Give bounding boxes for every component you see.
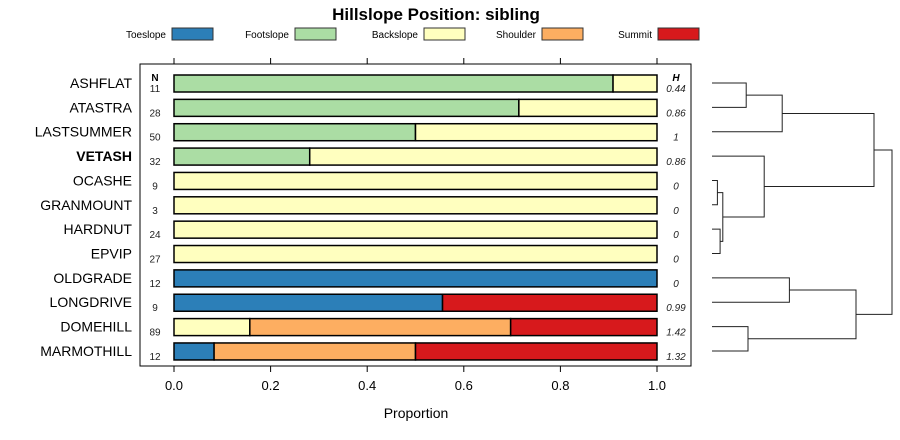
h-value: 0 (673, 255, 679, 266)
h-header: H (672, 73, 680, 84)
legend-label-shoulder: Shoulder (496, 30, 537, 41)
row-label: ATASTRA (70, 99, 133, 115)
n-value: 27 (149, 255, 161, 266)
bar-segment-backslope (173, 317, 251, 337)
x-axis-label: Proportion (384, 405, 449, 421)
h-value: 1.32 (666, 352, 686, 363)
legend-label-footslope: Footslope (245, 30, 289, 41)
dendrogram-branch (712, 82, 747, 108)
x-axis: 0.0 0.2 0.4 0.6 0.8 1.0 (165, 58, 666, 393)
bar-segment-backslope (518, 98, 658, 118)
bar-segment-backslope (173, 244, 658, 264)
dendrogram-branch (712, 277, 790, 303)
legend-swatch-toeslope (171, 27, 214, 41)
bar-segment-footslope (173, 98, 520, 118)
h-value: 0 (673, 181, 679, 192)
x-tick-label: 1.0 (648, 378, 666, 393)
n-value: 24 (149, 230, 161, 241)
x-tick-label: 0.8 (551, 378, 569, 393)
dendrogram (712, 82, 893, 352)
bar-segment-toeslope (173, 342, 215, 361)
bar-segment-shoulder (213, 342, 417, 361)
bar-segment-summit (509, 317, 658, 337)
row-label: ASHFLAT (70, 75, 132, 91)
n-header: N (151, 73, 158, 84)
h-value: 0.86 (666, 157, 686, 168)
x-tick-label: 0.6 (455, 378, 473, 393)
bar-segment-toeslope (173, 293, 444, 312)
n-value: 11 (150, 84, 161, 95)
legend-label-summit: Summit (618, 30, 652, 41)
row-label: EPVIP (91, 246, 132, 262)
row-label: VETASH (76, 148, 132, 164)
n-value: 12 (149, 279, 161, 290)
h-value: 1.42 (666, 328, 686, 339)
dendrogram-branch (712, 155, 765, 218)
dendrogram-branch (712, 228, 721, 255)
bar-segment-summit (441, 293, 658, 312)
h-value: 0 (673, 230, 679, 241)
bar-segment-footslope (173, 122, 417, 142)
dendrogram-branch (712, 326, 749, 352)
bars: ASHFLAT 11 0.44 ATASTRA 28 0.86 LASTSUMMER 50 1 V… (35, 74, 686, 363)
plot-panel (139, 63, 692, 367)
legend-swatch-backslope (423, 27, 466, 41)
bar-segment-backslope (173, 220, 658, 239)
row-label: MARMOTHILL (40, 343, 132, 359)
legend-swatch-footslope (294, 27, 337, 41)
bar-segment-backslope (308, 147, 658, 166)
legend-swatch-shoulder (541, 27, 584, 41)
row-label: HARDNUT (64, 221, 133, 237)
n-value: 9 (152, 181, 158, 192)
row-label: OLDGRADE (53, 270, 132, 286)
bar-segment-toeslope (173, 269, 658, 288)
n-value: 3 (152, 206, 158, 217)
bar-segment-footslope (173, 74, 614, 93)
n-value: 9 (152, 303, 158, 314)
h-value: 0 (673, 279, 679, 290)
dendrogram-branch (764, 112, 875, 188)
n-value: 32 (149, 157, 161, 168)
n-value: 50 (149, 133, 161, 144)
dendrogram-branch (748, 289, 857, 340)
row-label: DOMEHILL (60, 319, 132, 335)
h-value: 0.86 (666, 108, 686, 119)
bar-segment-backslope (414, 122, 658, 142)
dendrogram-branch (712, 94, 783, 133)
dendrogram-branch (712, 179, 718, 206)
n-value: 28 (149, 108, 161, 119)
row-label: GRANMOUNT (40, 197, 132, 213)
n-value: 89 (149, 328, 161, 339)
legend-label-toeslope: Toeslope (126, 30, 166, 41)
x-tick-label: 0.4 (358, 378, 376, 393)
x-tick-label: 0.0 (165, 378, 183, 393)
row-label: LASTSUMMER (35, 124, 132, 140)
row-label: LONGDRIVE (50, 294, 132, 310)
chart-title: Hillslope Position: sibling (332, 5, 540, 24)
bar-segment-footslope (173, 147, 311, 166)
h-value: 0 (673, 206, 679, 217)
bar-segment-backslope (612, 74, 658, 93)
h-value: 1 (673, 133, 679, 144)
dendrogram-branch (856, 149, 893, 315)
bar-segment-shoulder (249, 317, 512, 337)
row-label: OCASHE (73, 172, 132, 188)
legend-swatch-summit (657, 27, 700, 41)
legend-label-backslope: Backslope (372, 30, 419, 41)
x-tick-label: 0.2 (262, 378, 280, 393)
bar-segment-backslope (173, 196, 658, 215)
n-value: 12 (149, 352, 161, 363)
bar-segment-summit (414, 342, 658, 361)
h-value: 0.44 (666, 84, 686, 95)
bar-segment-backslope (173, 171, 658, 191)
h-value: 0.99 (666, 303, 686, 314)
legend: Toeslope Footslope Backslope Shoulder Summit (126, 27, 700, 41)
